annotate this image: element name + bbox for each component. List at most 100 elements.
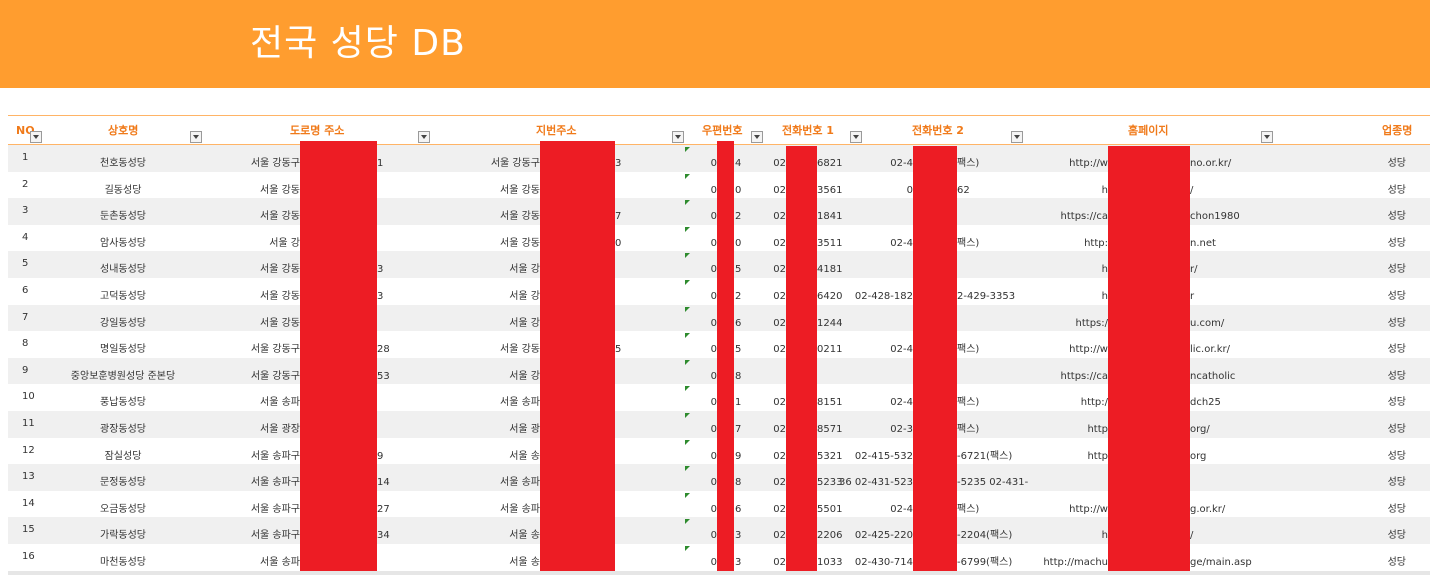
table-cell-tel1-a[interactable]: 02 xyxy=(773,477,786,489)
table-cell-tel1-b[interactable]: 8151 xyxy=(817,397,843,409)
table-cell-biz[interactable]: 성당 xyxy=(1387,450,1406,462)
table-cell-tel1-a[interactable]: 02 xyxy=(773,397,786,409)
table-cell-tel2-b[interactable]: 팩스) xyxy=(957,158,980,169)
table-cell-tel1-b[interactable]: 5321 xyxy=(817,450,843,462)
table-cell-tel2-b[interactable]: 팩스) xyxy=(957,237,980,249)
table-cell-no[interactable]: 2 xyxy=(22,178,29,190)
table-cell-web-a[interactable]: http xyxy=(1087,450,1108,462)
table-cell-tel2-b[interactable]: -5235 02-431- xyxy=(957,477,1029,489)
table-cell-road-tail[interactable]: 14 xyxy=(377,477,390,489)
table-cell-web-a[interactable]: h xyxy=(1101,184,1108,196)
table-cell-no[interactable]: 16 xyxy=(22,551,35,562)
table-row[interactable]: 4 암사동성당 서울 강 서울 강동 0 0 0 02 3511 02-4 팩스) http: n.ne… xyxy=(8,225,1430,252)
table-cell-no[interactable]: 1 xyxy=(22,152,29,163)
table-cell-zip-a[interactable]: 0 xyxy=(710,424,717,435)
table-cell-name[interactable]: 둔촌동성당 xyxy=(100,211,146,223)
table-cell-zip-b[interactable]: 5 xyxy=(735,344,742,356)
table-cell-tel2-a[interactable]: 02-430-714 xyxy=(854,557,913,568)
table-cell-biz[interactable]: 성당 xyxy=(1387,237,1406,249)
column-header-no[interactable]: NO xyxy=(16,124,35,137)
table-cell-no[interactable]: 9 xyxy=(22,364,29,376)
table-cell-no[interactable]: 4 xyxy=(22,231,29,243)
table-cell-jibun[interactable]: 서울 광 xyxy=(509,424,540,435)
table-cell-jibun-tail[interactable]: 7 xyxy=(615,211,622,223)
table-cell-road[interactable]: 서울 강동구 xyxy=(250,370,300,382)
table-cell-road-tail[interactable]: 1 xyxy=(377,158,384,169)
table-cell-web-b[interactable]: / xyxy=(1190,184,1194,196)
table-cell-zip-a[interactable]: 0 xyxy=(710,344,717,356)
table-cell-jibun[interactable]: 서울 송 xyxy=(509,530,540,542)
table-cell-no[interactable]: 6 xyxy=(22,285,29,296)
table-cell-tel2-a[interactable]: 02-4 xyxy=(890,503,913,515)
table-cell-zip-b[interactable]: 0 xyxy=(735,237,742,249)
filter-dropdown-icon[interactable] xyxy=(190,131,202,143)
table-cell-jibun[interactable]: 서울 강동구 xyxy=(490,158,540,169)
table-cell-biz[interactable]: 성당 xyxy=(1387,424,1406,435)
table-cell-biz[interactable]: 성당 xyxy=(1387,211,1406,223)
table-cell-road-tail[interactable]: 27 xyxy=(377,503,390,515)
table-cell-zip-a[interactable]: 0 xyxy=(710,264,717,276)
table-cell-zip-b[interactable]: 9 xyxy=(735,450,742,462)
table-cell-web-a[interactable]: http:/ xyxy=(1080,397,1108,409)
table-cell-road[interactable]: 서울 송파 xyxy=(260,557,300,568)
column-header-tel2[interactable]: 전화번호 2 xyxy=(912,124,964,137)
table-cell-biz[interactable]: 성당 xyxy=(1387,317,1406,329)
table-cell-tel1-b[interactable]: 1841 xyxy=(817,211,843,223)
table-cell-web-b[interactable]: org xyxy=(1190,450,1207,462)
table-cell-name[interactable]: 오금동성당 xyxy=(100,503,146,515)
table-cell-zip-b[interactable]: 1 xyxy=(735,397,742,409)
filter-dropdown-icon[interactable] xyxy=(850,131,862,143)
table-cell-tel1-a[interactable]: 02 xyxy=(773,424,786,435)
table-cell-zip-a[interactable]: 0 xyxy=(710,503,717,515)
table-cell-zip-a[interactable]: 0 xyxy=(710,397,717,409)
table-cell-biz[interactable]: 성당 xyxy=(1387,557,1406,568)
table-cell-no[interactable]: 10 xyxy=(22,391,35,403)
table-cell-road[interactable]: 서울 강동 xyxy=(260,184,300,196)
table-cell-tel2-a[interactable]: 02-4 xyxy=(890,397,913,409)
column-header-road[interactable]: 도로명 주소 xyxy=(290,124,345,137)
table-cell-name[interactable]: 천호동성당 xyxy=(100,158,146,169)
table-cell-jibun[interactable]: 서울 강동 xyxy=(500,211,540,223)
table-cell-web-b[interactable]: r/ xyxy=(1190,264,1198,276)
table-cell-tel2-a[interactable]: 02-3 xyxy=(890,424,913,435)
table-cell-web-b[interactable]: no.or.kr/ xyxy=(1190,158,1232,169)
table-cell-zip-a[interactable]: 0 xyxy=(710,450,717,462)
table-cell-web-a[interactable]: http://w xyxy=(1069,503,1108,515)
table-cell-web-a[interactable]: h xyxy=(1101,264,1108,276)
table-cell-no[interactable]: 8 xyxy=(22,338,29,350)
table-cell-tel1-a[interactable]: 02 xyxy=(773,237,786,249)
table-cell-tel2-a[interactable]: 36 02-431-523 xyxy=(838,477,913,489)
table-cell-tel2-a[interactable]: 02-4 xyxy=(890,158,913,169)
table-cell-road[interactable]: 서울 송파구 xyxy=(250,477,300,489)
table-cell-no[interactable]: 13 xyxy=(22,471,35,483)
table-cell-web-a[interactable]: https://ca xyxy=(1060,370,1108,382)
column-header-biz[interactable]: 업종명 xyxy=(1382,124,1413,137)
filter-dropdown-icon[interactable] xyxy=(418,131,430,143)
table-cell-zip-b[interactable]: 8 xyxy=(735,477,742,489)
table-cell-web-b[interactable]: / xyxy=(1190,530,1194,542)
table-cell-jibun[interactable]: 서울 강 xyxy=(509,264,540,276)
table-cell-zip-b[interactable]: 8 xyxy=(735,370,742,382)
table-cell-zip-b[interactable]: 2 xyxy=(735,291,742,302)
column-header-tel1[interactable]: 전화번호 1 xyxy=(782,124,834,137)
table-cell-web-a[interactable]: http xyxy=(1087,424,1108,435)
table-cell-name[interactable]: 강일동성당 xyxy=(100,317,146,329)
table-row[interactable]: 10 풍납동성당 서울 송파 서울 송파 0 1 02 8151 02-4 팩스) http:/ dc… xyxy=(8,384,1430,411)
table-cell-tel1-b[interactable]: 5233 xyxy=(817,477,843,489)
table-cell-zip-b[interactable]: 7 xyxy=(735,424,742,435)
table-cell-tel1-b[interactable]: 5501 xyxy=(817,503,843,515)
table-cell-no[interactable]: 3 xyxy=(22,205,29,217)
table-cell-web-a[interactable]: https://ca xyxy=(1060,211,1108,223)
table-cell-zip-b[interactable]: 4 xyxy=(735,158,742,169)
table-cell-tel1-b[interactable]: 1244 xyxy=(817,317,843,329)
table-cell-road[interactable]: 서울 강동구 xyxy=(250,344,300,356)
table-cell-tel2-b[interactable]: 2-429-3353 xyxy=(957,291,1016,302)
table-cell-jibun[interactable]: 서울 강동 xyxy=(500,344,540,356)
table-cell-jibun[interactable]: 서울 송파 xyxy=(500,397,540,409)
table-cell-zip-a[interactable]: 0 xyxy=(710,477,717,489)
table-cell-tel2-a[interactable]: 02-4 xyxy=(890,344,913,356)
table-cell-road[interactable]: 서울 강동 xyxy=(260,317,300,329)
table-cell-web-b[interactable]: g.or.kr/ xyxy=(1190,503,1226,515)
table-cell-zip-b[interactable]: 2 xyxy=(735,211,742,223)
table-cell-web-a[interactable]: h xyxy=(1101,530,1108,542)
